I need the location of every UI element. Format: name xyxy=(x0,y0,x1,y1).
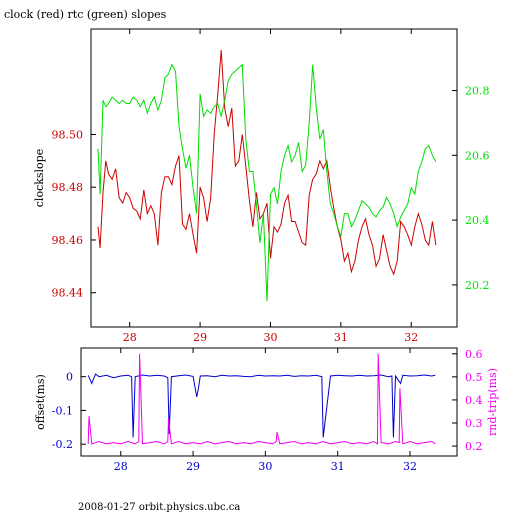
x-tick-label: 28 xyxy=(114,460,128,473)
plot-frame xyxy=(80,347,458,457)
y-tick-label: 0 xyxy=(66,371,73,384)
series-line-rtc xyxy=(97,63,437,302)
y2-tick-label: 20.2 xyxy=(465,279,490,292)
y2-tick-label: 0.6 xyxy=(465,348,483,361)
y2-tick-label: 0.2 xyxy=(465,440,483,453)
slopes-chart: 28 29 30 31 32 98.44 98.46 98.48 98.50 20.2 20.4 20… xyxy=(33,28,490,344)
footer-caption: 2008-01-27 orbit.physics.ubc.ca xyxy=(78,502,240,512)
x-tick-label: 31 xyxy=(334,331,348,344)
y2-tick-label: 20.4 xyxy=(465,214,490,227)
series-line-offset xyxy=(87,373,436,438)
y2-tick-label: 20.8 xyxy=(465,85,490,98)
series-line-clock xyxy=(97,50,437,276)
x-tick-label: 29 xyxy=(193,331,207,344)
y2-tick-label: 20.6 xyxy=(465,149,490,162)
y2-axis-label: rnd-trip(ms) xyxy=(486,368,499,436)
y-tick-label: 98.46 xyxy=(52,234,84,247)
x-tick-label: 30 xyxy=(263,331,277,344)
y-axis-label: clockslope xyxy=(33,149,46,207)
series-line-rnd-trip xyxy=(87,353,436,445)
offset-chart: 28 29 30 31 32 0 -0.1 -0.2 0.2 0.3 0.4 0.5 0.6 offset… xyxy=(34,347,499,473)
y-tick-label: -0.1 xyxy=(52,404,73,417)
x-tick-label: 32 xyxy=(404,331,418,344)
x-tick-label: 32 xyxy=(403,460,417,473)
y-tick-label: 98.48 xyxy=(52,181,84,194)
y2-tick-label: 0.4 xyxy=(465,394,483,407)
y-tick-label: 98.50 xyxy=(52,128,84,141)
y2-tick-label: 0.5 xyxy=(465,371,483,384)
x-tick-label: 30 xyxy=(258,460,272,473)
y-tick-label: -0.2 xyxy=(52,438,73,451)
chart-title: clock (red) rtc (green) slopes xyxy=(4,8,167,21)
x-tick-label: 29 xyxy=(186,460,200,473)
y-axis-label: offset(ms) xyxy=(34,374,47,430)
y-tick-label: 98.44 xyxy=(52,287,84,300)
y2-tick-label: 0.3 xyxy=(465,417,483,430)
x-tick-label: 31 xyxy=(331,460,345,473)
x-tick-label: 28 xyxy=(123,331,137,344)
plot-frame xyxy=(90,28,458,328)
